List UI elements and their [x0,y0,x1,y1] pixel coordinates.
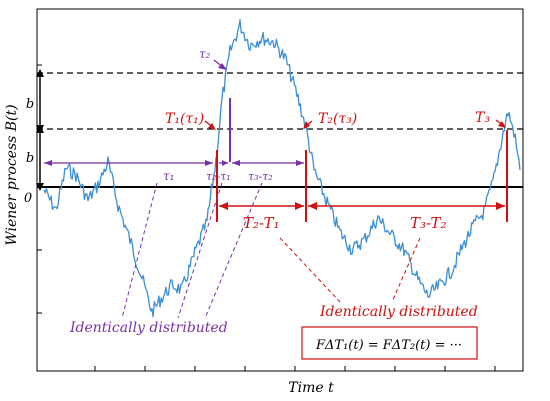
T-pointer-arrows [204,119,506,130]
marker-lines [216,98,508,222]
formula-box [301,326,478,360]
identically-distributed-red-label: Identically distributed [319,304,478,320]
x-axis-ticks [94,366,496,371]
y-axis-label: Wiener process B(t) [4,104,20,245]
tau2-pointer-arrow [213,59,227,70]
T2-minus-T1-label: T₂-T₁ [243,214,280,232]
tau1-interval-label: τ₁ [163,169,174,183]
purple-interval-arrows [44,160,304,166]
formula-text: FΔT₁(t) = FΔT₂(t) = ··· [315,338,462,353]
annotation-connectors [121,182,421,319]
plot-frame [36,8,524,372]
zero-label: 0 [24,191,32,206]
red-interval-arrows [219,202,505,210]
T3-minus-T2-label: T₃-T₂ [410,214,447,232]
identically-distributed-purple-label: Identically distributed [69,320,228,336]
b-label-upper: b [26,97,34,112]
b-level-brackets [36,69,44,191]
tau3-minus-tau2-label: τ₃-τ₂ [248,170,273,183]
tau2-label: τ₂ [199,47,211,61]
b-label-lower: b [26,151,34,166]
tau2-minus-tau1-label: τ₂-τ₁ [206,170,231,183]
wiener-path [43,19,521,318]
T3-label: T₃ [475,110,490,126]
x-axis-label: Time t [288,380,334,396]
T1-label: T₁(τ₁) [165,111,204,127]
T2-label: T₂(τ₃) [318,111,357,127]
